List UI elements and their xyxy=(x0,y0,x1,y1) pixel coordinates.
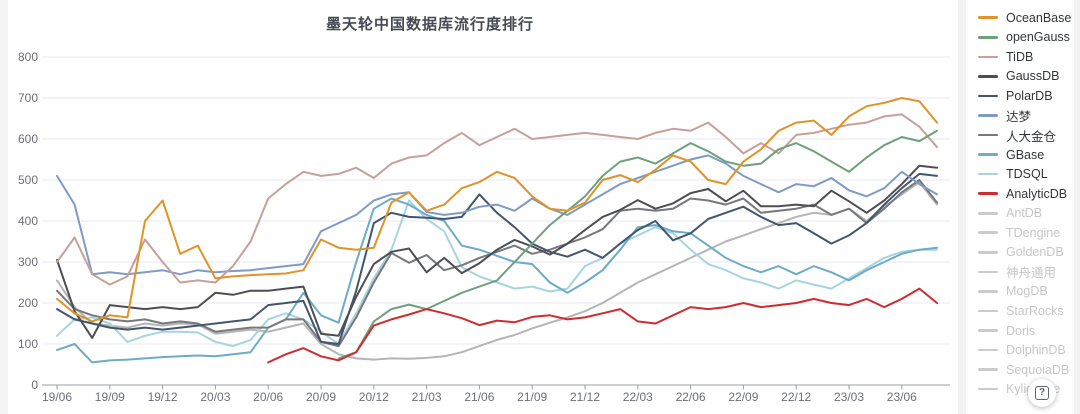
legend-label: PolarDB xyxy=(1006,88,1053,103)
legend-item-达梦[interactable]: 达梦 xyxy=(966,106,1074,126)
legend-label: TiDB xyxy=(1006,49,1034,64)
legend-label: StarRocks xyxy=(1006,303,1064,318)
legend-line-swatch xyxy=(978,348,998,352)
legend-item-DolphinDB[interactable]: DolphinDB xyxy=(966,340,1074,360)
legend-item-OceanBase[interactable]: OceanBase xyxy=(966,8,1074,28)
legend-item-GoldenDB[interactable]: GoldenDB xyxy=(966,243,1074,263)
legend-line-swatch xyxy=(978,94,998,98)
legend-line-swatch xyxy=(978,114,998,117)
legend-item-神舟通用[interactable]: 神舟通用 xyxy=(966,262,1074,282)
legend-label: 达梦 xyxy=(1006,110,1032,124)
legend-item-Doris[interactable]: Doris xyxy=(966,321,1074,341)
legend-line-swatch xyxy=(978,251,998,254)
legend-label: 人大金仓 xyxy=(1006,129,1057,144)
legend-line-swatch xyxy=(978,55,998,59)
legend-label: OceanBase xyxy=(1006,10,1072,25)
legend-label: GaussDB xyxy=(1006,69,1060,84)
legend-label: TDSQL xyxy=(1006,167,1048,182)
legend-item-TDengine[interactable]: TDengine xyxy=(966,223,1074,243)
legend-line-swatch xyxy=(978,387,998,391)
legend-item-openGauss[interactable]: openGauss xyxy=(966,28,1074,48)
legend-line-swatch xyxy=(978,231,998,235)
legend-label: AntDB xyxy=(1006,206,1043,221)
legend-label: SequoiaDB xyxy=(1006,362,1070,377)
legend-line-swatch xyxy=(978,16,998,20)
legend-label: MogDB xyxy=(1006,284,1048,299)
legend-item-GaussDB[interactable]: GaussDB xyxy=(966,67,1074,87)
legend-item-AntDB[interactable]: AntDB xyxy=(966,203,1074,223)
legend-label: TDengine xyxy=(1006,225,1061,240)
legend-item-人大金仓[interactable]: 人大金仓 xyxy=(966,125,1074,145)
legend-line-swatch xyxy=(978,309,998,313)
legend-line-swatch xyxy=(978,75,998,78)
legend-line-swatch xyxy=(978,290,998,293)
legend-line-swatch xyxy=(978,133,998,137)
legend-item-PolarDB[interactable]: PolarDB xyxy=(966,86,1074,106)
legend-line-swatch xyxy=(978,270,998,274)
help-button[interactable]: ? xyxy=(1028,379,1056,407)
legend-line-swatch xyxy=(978,172,998,176)
question-mark-icon: ? xyxy=(1034,386,1050,400)
legend-line-swatch xyxy=(978,329,998,332)
legend-label: DolphinDB xyxy=(1006,343,1066,358)
legend-line-swatch xyxy=(978,368,998,371)
legend-label: Doris xyxy=(1006,323,1036,338)
chart-title: 墨天轮中国数据库流行度排行 xyxy=(325,16,534,33)
legend-label: openGauss xyxy=(1006,30,1070,45)
legend-item-StarRocks[interactable]: StarRocks xyxy=(966,301,1074,321)
legend-line-swatch xyxy=(978,211,998,215)
legend-label: GoldenDB xyxy=(1006,245,1064,260)
legend-line-swatch xyxy=(978,153,998,156)
legend-label: 神舟通用 xyxy=(1006,266,1057,281)
chart-card xyxy=(8,0,958,414)
legend-item-TDSQL[interactable]: TDSQL xyxy=(966,164,1074,184)
legend-line-swatch xyxy=(978,192,998,195)
legend-label: GBase xyxy=(1006,147,1045,162)
legend-label: AnalyticDB xyxy=(1006,186,1068,201)
legend-list: OceanBase openGauss TiDB GaussDB PolarDB 达梦人大… xyxy=(966,8,1074,399)
legend-item-SequoiaDB[interactable]: SequoiaDB xyxy=(966,360,1074,380)
legend-panel: OceanBase openGauss TiDB GaussDB PolarDB 达梦人大… xyxy=(966,0,1074,414)
legend-item-AnalyticDB[interactable]: AnalyticDB xyxy=(966,184,1074,204)
legend-line-swatch xyxy=(978,36,998,39)
legend-item-TiDB[interactable]: TiDB xyxy=(966,47,1074,67)
legend-item-MogDB[interactable]: MogDB xyxy=(966,282,1074,302)
legend-item-GBase[interactable]: GBase xyxy=(966,145,1074,165)
legend-item-Kyligence[interactable]: Kyligence xyxy=(966,379,1074,399)
